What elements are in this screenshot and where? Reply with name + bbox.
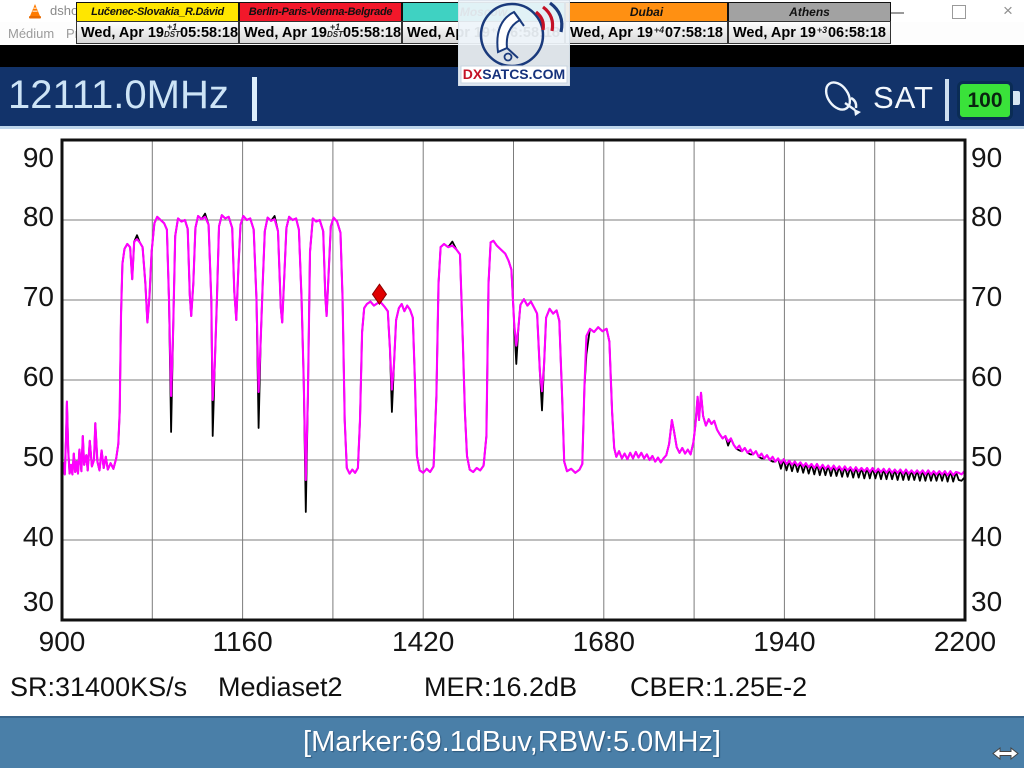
service-name: Mediaset2	[218, 672, 343, 702]
clock-date: Wed, Apr 19	[81, 24, 164, 41]
vlc-cone-icon	[29, 4, 41, 19]
clock-city-label: Athens	[728, 2, 891, 21]
clock-date: Wed, Apr 19	[244, 24, 327, 41]
menu-item-clipped[interactable]: Pr	[66, 26, 79, 41]
clock-utc-offset: +1 DST	[327, 21, 343, 39]
clock-time-row: Wed, Apr 19 +3 06:58:18	[728, 21, 891, 44]
svg-text:DXSATCS.COM: DXSATCS.COM	[463, 66, 565, 82]
axis-tick-label: 1940	[753, 626, 816, 657]
axis-tick-label: 2200	[933, 626, 997, 657]
clock-time: 06:58:18	[827, 24, 886, 41]
frequency-cursor	[252, 77, 257, 121]
satellite-dish-icon	[824, 81, 861, 116]
axis-tick-label: 1160	[212, 626, 273, 657]
clock-utc-offset: +4	[653, 25, 665, 35]
axis-tick-label: 1680	[572, 626, 635, 657]
close-icon[interactable]: ×	[1003, 1, 1013, 20]
maximize-icon[interactable]	[952, 5, 966, 19]
sat-mode-label: SAT	[873, 80, 934, 115]
clock-time: 05:58:18	[343, 24, 402, 41]
clock-utc-offset: +1 DST	[164, 21, 180, 39]
axis-tick-label: 40	[971, 521, 1003, 552]
axis-tick-label: 60	[22, 361, 54, 392]
axis-tick-label: 80	[971, 201, 1003, 232]
resize-cursor-icon	[992, 746, 1019, 761]
axis-tick-label: 40	[22, 521, 54, 552]
axis-tick-label: 1420	[392, 626, 455, 657]
marker-diamond	[371, 283, 388, 306]
axis-tick-label: 60	[971, 361, 1003, 392]
logo-text-dx: DX	[463, 66, 483, 82]
header-divider	[945, 79, 949, 121]
axis-tick-label: 30	[971, 586, 1003, 617]
axis-tick-label: 70	[971, 281, 1003, 312]
clock-time-row: Wed, Apr 19 +4 07:58:18	[565, 21, 728, 44]
axis-tick-label: 50	[22, 441, 54, 472]
clock-time: 05:58:18	[180, 24, 239, 41]
clock-city-label: Berlin-Paris-Vienna-Belgrade	[239, 2, 402, 21]
clock-panel-athens: Athens Wed, Apr 19 +3 06:58:18	[728, 2, 891, 44]
clock-city-label: Lučenec-Slovakia_R.Dávid	[76, 2, 239, 21]
axis-tick-label: 50	[971, 441, 1003, 472]
clock-time-row: Wed, Apr 19 +1 DST 05:58:18	[239, 21, 402, 44]
axis-tick-label: 90	[971, 142, 1003, 173]
battery-indicator: 100	[957, 81, 1013, 120]
axis-tick-label: 900	[38, 626, 86, 657]
menu-item-medium[interactable]: Médium	[8, 26, 55, 41]
clock-panel-lucenec: Lučenec-Slovakia_R.Dávid Wed, Apr 19 +1 D…	[76, 2, 239, 44]
clock-panel-berlin: Berlin-Paris-Vienna-Belgrade Wed, Apr 19…	[239, 2, 402, 44]
cber-value: CBER:1.25E-2	[630, 672, 808, 702]
axis-tick-label: 30	[22, 586, 54, 617]
clock-time-row: Wed, Apr 19 +1 DST 05:58:18	[76, 21, 239, 44]
symbol-rate-value: SR:31400KS/s	[10, 672, 188, 702]
clock-time: 07:58:18	[664, 24, 723, 41]
minimize-icon[interactable]	[890, 12, 904, 14]
marker-readout-bar: [Marker:69.1dBuv,RBW:5.0MHz]	[0, 716, 1024, 768]
clock-date: Wed, Apr 19	[570, 24, 653, 41]
mer-value: MER:16.2dB	[424, 672, 578, 702]
axis-tick-label: 80	[22, 201, 54, 232]
clock-date: Wed, Apr 19	[733, 24, 816, 41]
dxsatcs-logo: DXSATCS.COM	[458, 0, 570, 86]
logo-text-satcs: SATCS.COM	[482, 66, 565, 82]
clock-utc-offset: +3	[816, 25, 828, 35]
status-row: SR:31400KS/s Mediaset2 MER:16.2dB CBER:1…	[0, 672, 1024, 706]
frequency-display[interactable]: 12111.0MHz	[8, 73, 229, 117]
axis-tick-label: 90	[22, 142, 54, 173]
clock-city-label: Dubai	[565, 2, 728, 21]
axis-tick-label: 70	[22, 281, 54, 312]
clock-panel-dubai: Dubai Wed, Apr 19 +4 07:58:18	[565, 2, 728, 44]
battery-nub	[1013, 91, 1020, 105]
